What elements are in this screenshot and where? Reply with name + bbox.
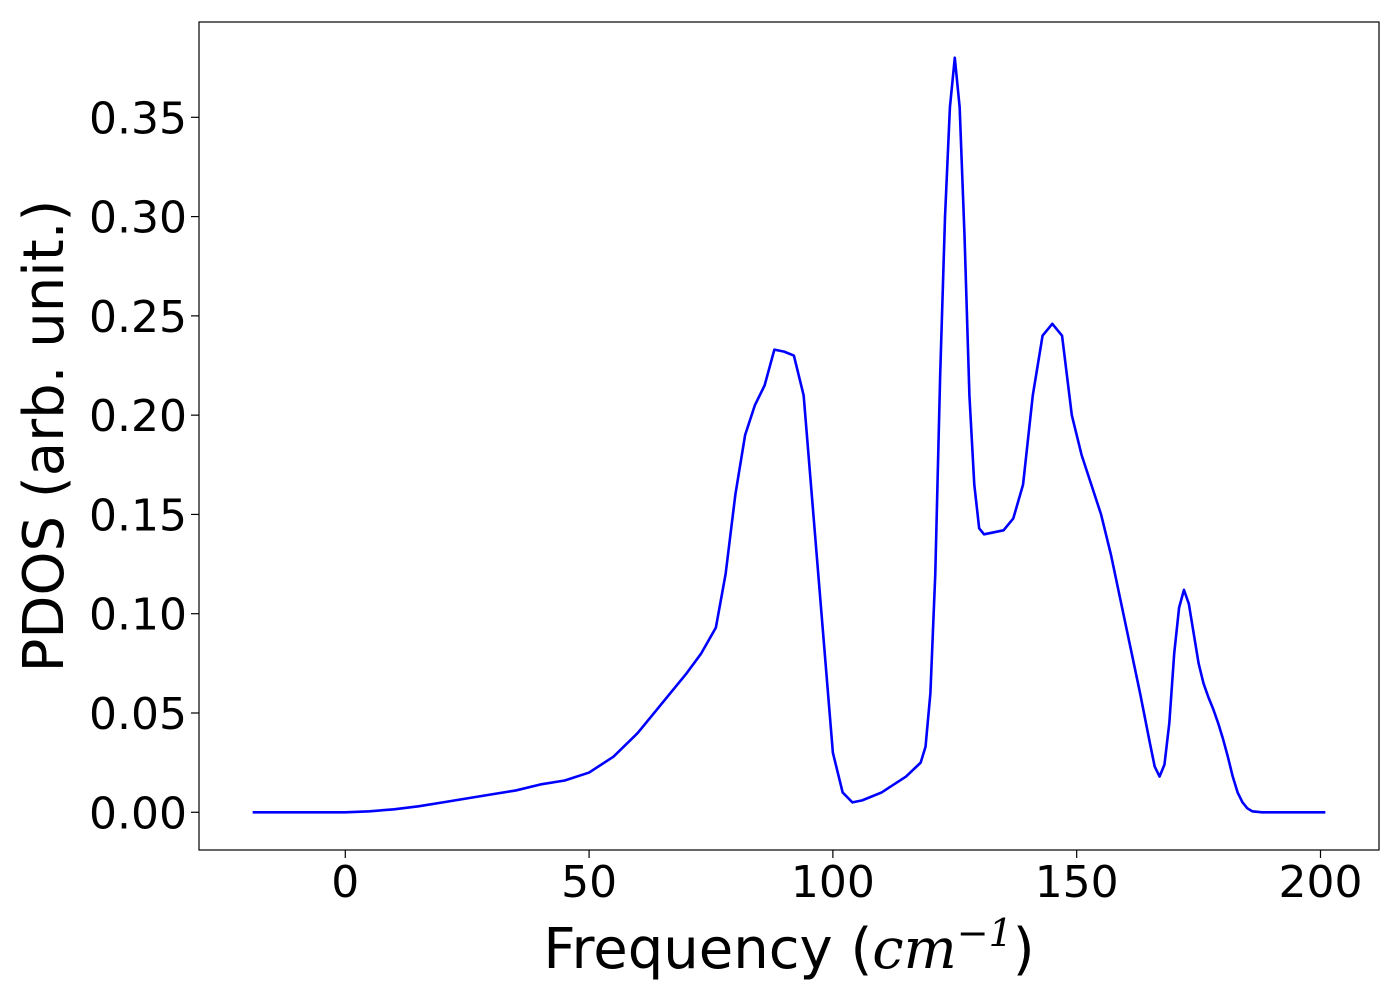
y-tick-label: 0.00: [89, 788, 187, 839]
plot-frame: [198, 21, 1380, 851]
y-axis-title: PDOS (arb. unit.): [12, 200, 77, 673]
y-tick-label: 0.15: [89, 490, 187, 541]
y-axis-ticks: 0.00 0.05 0.10 0.15 0.20 0.25 0.30 0.35: [89, 93, 199, 839]
x-tick-label: 0: [331, 857, 359, 908]
y-tick-label: 0.05: [89, 689, 187, 740]
x-tick-label: 100: [791, 857, 875, 908]
series-layer: [252, 56, 1326, 814]
y-tick-label: 0.10: [89, 590, 187, 641]
x-tick-label: 150: [1035, 857, 1119, 908]
x-axis-title-close: ): [1013, 917, 1035, 982]
x-axis-ticks: 0 50 100 150 200: [331, 850, 1362, 908]
y-tick-label: 0.25: [89, 292, 187, 343]
x-tick-label: 50: [561, 857, 617, 908]
x-axis-title: Frequency (cm−1): [543, 911, 1034, 982]
x-axis-title-main: Frequency (: [543, 917, 872, 982]
x-axis-title-unit: cm: [872, 917, 956, 982]
y-tick-label: 0.30: [89, 193, 187, 244]
x-tick-label: 200: [1278, 857, 1362, 908]
series-line-0: [252, 56, 1326, 814]
x-axis-title-exponent: −1: [957, 911, 1013, 955]
y-tick-label: 0.35: [89, 93, 187, 144]
y-tick-label: 0.20: [89, 391, 187, 442]
